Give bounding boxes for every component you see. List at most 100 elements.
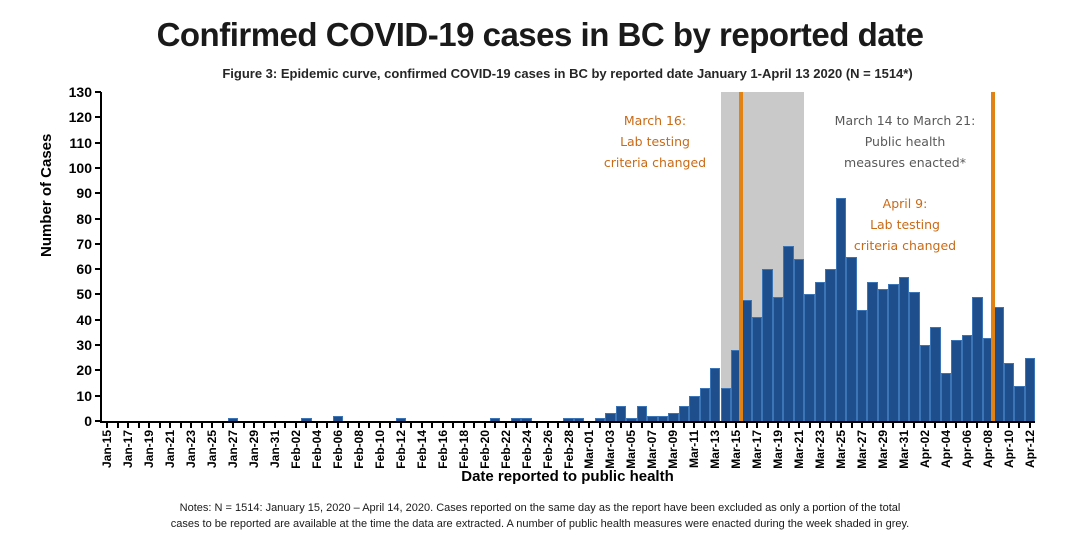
x-tick-label: Mar-13 (708, 430, 723, 469)
x-tick (190, 421, 193, 428)
bar-Apr-05 (951, 340, 962, 421)
x-tick-label: Jan-31 (267, 430, 282, 469)
x-tick-label: Apr-08 (980, 430, 995, 469)
y-tick (95, 217, 101, 220)
x-tick-label: Mar-07 (645, 430, 660, 469)
event-line-Apr-09 (991, 92, 996, 421)
x-tick-label: Apr-02 (917, 430, 932, 469)
x-tick (997, 421, 1000, 428)
x-tick (892, 421, 895, 428)
x-tick (148, 421, 151, 428)
x-tick (598, 421, 601, 428)
y-tick-label: 50 (76, 286, 92, 303)
y-tick (95, 141, 101, 144)
x-tick-label: Mar-29 (875, 430, 890, 469)
x-tick (116, 421, 119, 428)
bar-Mar-29 (877, 289, 889, 421)
x-tick (640, 421, 643, 428)
x-tick (494, 421, 497, 428)
x-tick (525, 421, 528, 428)
y-tick (95, 242, 101, 245)
x-tick (923, 421, 926, 428)
x-tick (808, 421, 811, 428)
x-tick-label: Feb-18 (456, 430, 471, 469)
x-tick-label: Feb-04 (309, 430, 324, 469)
x-tick (787, 421, 790, 428)
bar-Mar-20 (783, 246, 794, 421)
x-tick (284, 421, 287, 428)
x-tick (420, 421, 423, 428)
x-tick-label: Mar-11 (687, 430, 702, 469)
notes-line-2: cases to be reported are available at th… (170, 518, 910, 530)
y-tick (95, 394, 101, 397)
annotation-april9-lab-testing: April 9: Lab testing criteria changed (805, 193, 1005, 256)
x-tick-label: Mar-21 (792, 430, 807, 469)
bar-Mar-25 (835, 198, 847, 421)
bar-Mar-05 (626, 418, 637, 421)
x-axis-title: Date reported to public health (461, 468, 674, 485)
x-tick-label: Feb-22 (498, 430, 513, 469)
x-tick (536, 421, 539, 428)
bar-Feb-12 (395, 418, 406, 421)
bar-Mar-30 (888, 284, 899, 421)
y-tick (95, 192, 101, 195)
annotation-line: Public health (864, 134, 946, 149)
bar-Mar-12 (699, 388, 710, 421)
page-title: Confirmed COVID-19 cases in BC by report… (156, 16, 924, 53)
x-tick-label: Feb-12 (393, 430, 408, 469)
x-tick (965, 421, 968, 428)
annotation-line: Lab testing (870, 217, 940, 232)
figure-caption: Figure 3: Epidemic curve, confirmed COVI… (222, 66, 913, 81)
x-tick (986, 421, 989, 428)
x-tick-label: Apr-10 (1001, 430, 1016, 469)
x-tick (630, 421, 633, 428)
x-tick-label: Mar-05 (624, 430, 639, 469)
x-tick-label: Jan-17 (121, 430, 136, 469)
bar-Mar-21 (793, 259, 805, 421)
x-tick (253, 421, 255, 428)
y-tick-label: 120 (68, 109, 92, 126)
x-tick-label: Mar-23 (813, 430, 828, 469)
x-tick (179, 421, 182, 428)
annotation-march16-lab-testing: March 16: Lab testing criteria changed (572, 110, 738, 173)
x-tick (441, 421, 444, 428)
x-tick (829, 421, 832, 428)
x-tick (850, 421, 853, 428)
x-tick (798, 421, 801, 428)
x-tick (473, 421, 476, 428)
x-tick (735, 421, 738, 428)
x-tick (221, 421, 224, 428)
bar-Apr-07 (972, 297, 983, 421)
x-tick (557, 421, 560, 428)
x-tick (955, 421, 958, 428)
x-tick-label: Jan-25 (205, 430, 220, 469)
x-tick-label: Mar-15 (729, 430, 744, 469)
y-tick-label: 60 (76, 261, 92, 278)
x-tick (693, 421, 696, 428)
bar-Apr-04 (940, 372, 952, 421)
x-tick (609, 421, 612, 428)
y-tick-label: 130 (68, 84, 92, 100)
y-tick-label: 70 (76, 235, 92, 252)
x-tick (410, 421, 413, 428)
x-tick-label: Mar-27 (855, 430, 870, 469)
x-tick-label: Feb-20 (477, 430, 492, 469)
x-tick-label: Mar-31 (896, 430, 911, 469)
x-tick (724, 421, 727, 428)
y-tick (95, 268, 101, 271)
y-tick (95, 166, 101, 169)
x-tick (861, 421, 864, 428)
x-tick (672, 421, 675, 428)
x-tick-label: Feb-06 (330, 430, 345, 469)
x-tick (315, 421, 318, 428)
bar-Mar-23 (814, 281, 826, 421)
x-tick (137, 421, 140, 428)
x-tick-label: Feb-14 (414, 430, 429, 469)
x-tick (777, 421, 780, 428)
annotation-line: April 9: (882, 196, 928, 211)
x-tick (682, 421, 685, 428)
x-tick (1007, 421, 1010, 428)
x-tick (106, 421, 109, 428)
x-tick (840, 421, 843, 428)
bar-Mar-03 (605, 413, 616, 421)
